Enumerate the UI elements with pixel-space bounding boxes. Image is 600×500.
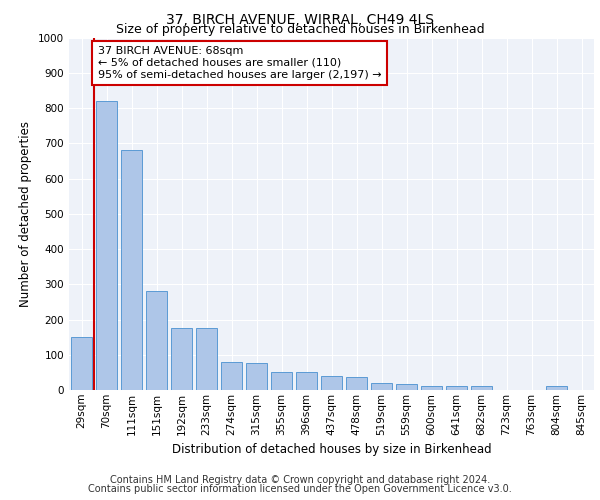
Bar [71, 337, 92, 390]
Bar [121, 150, 142, 390]
Bar [96, 101, 117, 390]
Text: Size of property relative to detached houses in Birkenhead: Size of property relative to detached ho… [116, 24, 484, 36]
Bar [171, 328, 192, 390]
Bar [546, 386, 567, 390]
Bar [346, 376, 367, 390]
Bar [221, 362, 242, 390]
Bar [321, 376, 342, 390]
Bar [246, 362, 267, 390]
Bar [471, 386, 492, 390]
Text: 37, BIRCH AVENUE, WIRRAL, CH49 4LS: 37, BIRCH AVENUE, WIRRAL, CH49 4LS [166, 12, 434, 26]
Bar [196, 328, 217, 390]
Bar [421, 386, 442, 390]
Bar [396, 384, 417, 390]
Text: Contains HM Land Registry data © Crown copyright and database right 2024.: Contains HM Land Registry data © Crown c… [110, 475, 490, 485]
Bar [146, 292, 167, 390]
Bar [446, 386, 467, 390]
Y-axis label: Number of detached properties: Number of detached properties [19, 120, 32, 306]
Text: 37 BIRCH AVENUE: 68sqm
← 5% of detached houses are smaller (110)
95% of semi-det: 37 BIRCH AVENUE: 68sqm ← 5% of detached … [98, 46, 382, 80]
Text: Contains public sector information licensed under the Open Government Licence v3: Contains public sector information licen… [88, 484, 512, 494]
X-axis label: Distribution of detached houses by size in Birkenhead: Distribution of detached houses by size … [172, 443, 491, 456]
Bar [371, 383, 392, 390]
Bar [271, 372, 292, 390]
Bar [296, 372, 317, 390]
